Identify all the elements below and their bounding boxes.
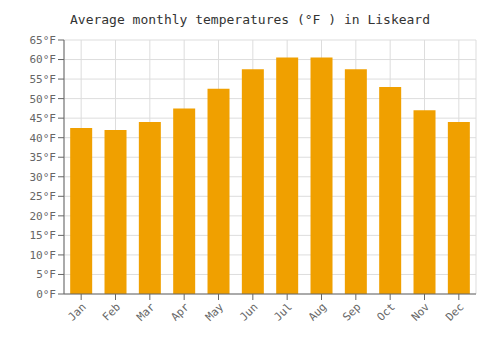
svg-text:May: May xyxy=(203,300,227,324)
svg-text:20°F: 20°F xyxy=(30,210,57,223)
svg-text:65°F: 65°F xyxy=(30,34,57,47)
svg-text:Jul: Jul xyxy=(272,300,295,323)
svg-text:55°F: 55°F xyxy=(30,73,57,86)
svg-text:Oct: Oct xyxy=(375,300,398,323)
svg-text:40°F: 40°F xyxy=(30,132,57,145)
svg-text:35°F: 35°F xyxy=(30,151,57,164)
svg-text:50°F: 50°F xyxy=(30,93,57,106)
svg-text:45°F: 45°F xyxy=(30,112,57,125)
svg-text:Sep: Sep xyxy=(340,300,363,323)
svg-text:Aug: Aug xyxy=(306,300,329,323)
svg-text:30°F: 30°F xyxy=(30,171,57,184)
svg-text:10°F: 10°F xyxy=(30,249,57,262)
svg-text:0°F: 0°F xyxy=(36,288,56,301)
svg-text:Apr: Apr xyxy=(169,300,193,324)
svg-text:Dec: Dec xyxy=(443,300,466,323)
svg-text:Feb: Feb xyxy=(100,300,123,323)
svg-text:15°F: 15°F xyxy=(30,229,57,242)
svg-text:Mar: Mar xyxy=(134,300,158,324)
svg-text:Nov: Nov xyxy=(409,300,433,324)
svg-text:Jan: Jan xyxy=(66,300,89,323)
svg-text:25°F: 25°F xyxy=(30,190,57,203)
html-text:Average monthly temperatures (: Average monthly temperatures (°F ) in Li… xyxy=(70,12,430,27)
svg-text:5°F: 5°F xyxy=(36,268,56,281)
svg-text:60°F: 60°F xyxy=(30,53,57,66)
svg-text:Jun: Jun xyxy=(237,300,260,323)
